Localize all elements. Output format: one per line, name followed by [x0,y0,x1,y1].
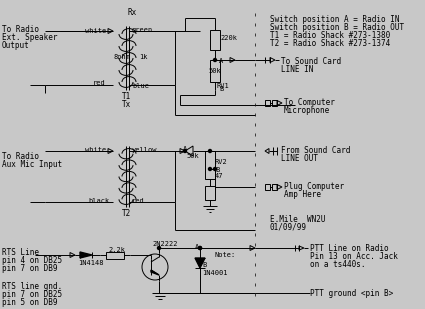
Text: Switch position A = Radio IN: Switch position A = Radio IN [270,15,400,24]
Text: T1 = Radio Shack #273-1380: T1 = Radio Shack #273-1380 [270,31,390,40]
Bar [265,100,270,106]
Text: 1k: 1k [139,54,147,60]
Bar [265,184,270,190]
Text: Ext. Speaker: Ext. Speaker [2,33,57,42]
Text: Tx: Tx [122,100,132,109]
Text: LINE OUT: LINE OUT [281,154,318,163]
Circle shape [213,58,216,61]
Bar [272,100,277,106]
Text: white: white [85,28,106,34]
Text: RV2: RV2 [215,159,228,165]
Circle shape [209,150,212,153]
Text: Microphone: Microphone [284,106,330,115]
Text: on a ts440s.: on a ts440s. [310,260,366,269]
Circle shape [198,247,201,249]
Bar [210,60,220,82]
Circle shape [158,247,161,249]
Text: black: black [88,198,109,204]
Text: Plug Computer: Plug Computer [284,182,344,191]
Text: To Sound Card: To Sound Card [281,57,341,66]
Text: B: B [215,167,219,173]
Text: pin 4 on DB25: pin 4 on DB25 [2,256,62,265]
Circle shape [209,167,212,171]
Text: T1: T1 [122,92,132,101]
Text: RTS line gnd.: RTS line gnd. [2,282,62,291]
Text: T2: T2 [122,209,132,218]
Text: 1N4001: 1N4001 [202,270,227,276]
Text: PTT Line on Radio: PTT Line on Radio [310,244,388,253]
Text: pin 7 on DB9: pin 7 on DB9 [2,264,57,273]
Circle shape [213,167,216,171]
Text: Amp Here: Amp Here [284,190,321,199]
Polygon shape [151,270,159,275]
Text: yellow: yellow [132,147,158,153]
Polygon shape [195,258,205,268]
Text: A: A [195,244,199,250]
Text: Aux Mic Input: Aux Mic Input [2,160,62,169]
Text: 1N4148: 1N4148 [78,260,104,266]
Circle shape [198,247,201,249]
Bar [210,30,220,50]
Text: 8ohm: 8ohm [114,54,131,60]
Text: red: red [93,80,106,86]
Text: 2N2222: 2N2222 [152,241,178,247]
Text: T2 = Radio Shack #273-1374: T2 = Radio Shack #273-1374 [270,39,390,48]
Bar [205,151,215,179]
Text: white: white [85,147,106,153]
Text: 01/09/99: 01/09/99 [270,223,307,232]
Bar [205,186,215,200]
Polygon shape [80,252,92,258]
Bar [106,252,124,259]
Text: To Computer: To Computer [284,98,335,107]
Text: LINE IN: LINE IN [281,65,313,74]
Text: red: red [132,198,145,204]
Text: E.Mile  WN2U: E.Mile WN2U [270,215,326,224]
Circle shape [184,150,187,153]
Text: 47: 47 [215,173,224,179]
Text: To Radio: To Radio [2,25,39,34]
Text: green: green [132,27,153,33]
Text: Switch position B = Radio OUT: Switch position B = Radio OUT [270,23,404,32]
Text: A: A [183,146,187,152]
Text: RTS Line: RTS Line [2,248,39,257]
Text: B: B [202,262,206,268]
Text: pin 5 on DB9: pin 5 on DB9 [2,298,57,307]
Bar [272,184,277,190]
Text: blue: blue [132,83,149,89]
Text: 50k: 50k [186,153,199,159]
Text: To Radio: To Radio [2,152,39,161]
Text: A: A [219,58,223,64]
Text: Pin 13 on Acc. Jack: Pin 13 on Acc. Jack [310,252,398,261]
Text: Output: Output [2,41,30,50]
Text: Note:: Note: [215,252,236,258]
Text: PTT ground <pin B>: PTT ground <pin B> [310,289,393,298]
Text: B: B [219,86,223,92]
Text: From Sound Card: From Sound Card [281,146,350,155]
Text: 2.2k: 2.2k [108,247,125,253]
Text: 220k: 220k [220,35,237,41]
Text: 50k: 50k [208,68,221,74]
Text: RV1: RV1 [217,83,230,89]
Text: Rx: Rx [128,8,136,17]
Text: pin 7 on DB25: pin 7 on DB25 [2,290,62,299]
